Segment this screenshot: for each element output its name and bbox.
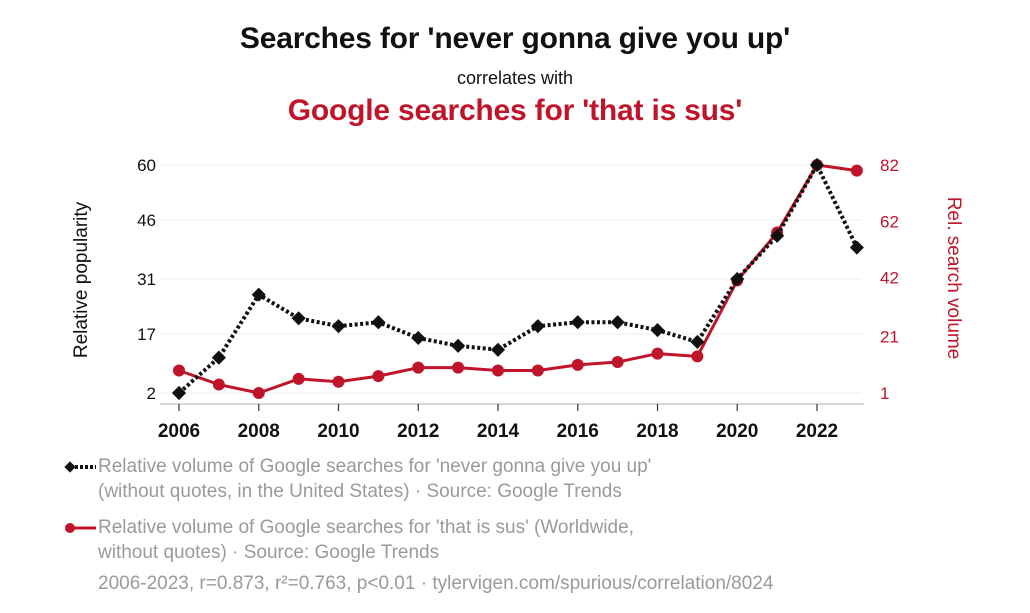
- legend-item-never-gonna-give-you-up: Relative volume of Google searches for '…: [64, 454, 651, 504]
- correlation-stats: 2006-2023, r=0.873, r²=0.763, p<0.01 · t…: [98, 573, 774, 594]
- legend-text-line-2: (without quotes, in the United States) ·…: [98, 481, 622, 502]
- x-tick-label: 2012: [397, 421, 439, 442]
- data-point: [292, 372, 305, 385]
- data-point: [372, 370, 385, 383]
- x-tick-label: 2020: [716, 421, 758, 442]
- x-tick-label: 2018: [636, 421, 678, 442]
- data-point: [530, 319, 545, 334]
- data-point: [809, 157, 825, 173]
- solid-circle-legend-icon: [65, 523, 96, 533]
- data-point: [611, 356, 624, 369]
- data-point: [452, 361, 465, 374]
- left-tick-label: 60: [137, 156, 156, 175]
- data-point: [492, 364, 504, 377]
- data-point: [451, 338, 466, 353]
- legend-item-that-is-sus: Relative volume of Google searches for '…: [64, 515, 634, 565]
- data-point: [651, 347, 664, 360]
- left-tick-label: 46: [137, 211, 156, 230]
- data-point: [650, 323, 665, 338]
- data-point: [690, 334, 705, 349]
- data-point: [531, 364, 544, 377]
- data-point: [371, 315, 386, 330]
- data-point: [571, 358, 584, 371]
- data-point: [252, 387, 265, 399]
- data-point: [291, 311, 306, 326]
- left-tick-label: 17: [137, 325, 156, 344]
- data-point: [173, 364, 185, 377]
- data-point: [332, 375, 345, 388]
- data-point: [171, 385, 187, 401]
- right-tick-label: 62: [880, 212, 899, 231]
- data-point: [570, 315, 585, 330]
- chart-title-secondary: Google searches for 'that is sus': [287, 94, 743, 127]
- right-axis-ticks: 82 62 42 21 1: [880, 156, 899, 403]
- x-tick-label: 2010: [317, 421, 359, 442]
- dotted-diamond-legend-icon: [64, 461, 96, 473]
- right-tick-label: 1: [880, 384, 889, 403]
- x-tick-label: 2006: [158, 421, 200, 442]
- x-tick-label: 2016: [557, 421, 599, 442]
- data-point: [490, 342, 506, 357]
- left-tick-label: 31: [137, 270, 156, 289]
- data-point: [730, 271, 745, 287]
- data-point: [849, 240, 864, 255]
- left-axis-label: Relative popularity: [71, 201, 92, 358]
- legend-text-line-2: without quotes) · Source: Google Trends: [98, 542, 440, 563]
- left-axis-ticks: 60 46 31 17 2: [137, 156, 156, 403]
- data-point: [770, 228, 785, 243]
- x-tick-label: 2014: [477, 421, 520, 442]
- series-never-gonna-give-you-up: [171, 157, 864, 401]
- data-point: [412, 361, 425, 374]
- chart-subtitle: correlates with: [456, 68, 574, 88]
- data-point: [211, 350, 226, 365]
- right-tick-label: 82: [880, 156, 899, 175]
- data-point: [251, 287, 266, 302]
- chart-title: Searches for 'never gonna give you up': [239, 22, 791, 55]
- legend-text-line-1: Relative volume of Google searches for '…: [98, 517, 634, 538]
- data-point: [850, 164, 863, 177]
- x-axis: 2006 2008 2010 2012 2014 2016 2018 2020 2022: [158, 403, 864, 442]
- gridlines: [160, 164, 862, 394]
- left-tick-label: 2: [147, 384, 156, 403]
- data-point: [331, 319, 346, 334]
- x-tick-label: 2008: [238, 421, 280, 442]
- data-point: [691, 350, 704, 363]
- data-point: [212, 378, 225, 391]
- right-tick-label: 42: [880, 269, 899, 288]
- x-tick-label: 2022: [796, 421, 838, 442]
- legend-text-line-1: Relative volume of Google searches for '…: [98, 456, 652, 477]
- data-point: [411, 330, 426, 346]
- data-point: [610, 315, 625, 330]
- right-axis-label: Rel. search volume: [943, 197, 964, 360]
- right-tick-label: 21: [880, 328, 899, 347]
